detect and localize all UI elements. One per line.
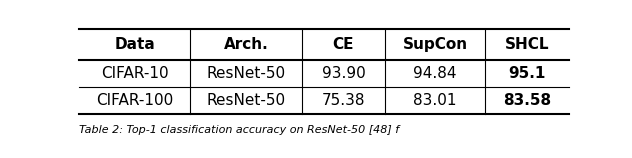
Text: CIFAR-10: CIFAR-10 [101,66,169,81]
Text: 94.84: 94.84 [413,66,457,81]
Text: SHCL: SHCL [505,37,549,52]
Text: 83.58: 83.58 [503,93,551,108]
Text: ResNet-50: ResNet-50 [207,66,286,81]
Text: 95.1: 95.1 [508,66,546,81]
Text: CE: CE [332,37,354,52]
Text: SupCon: SupCon [403,37,468,52]
Text: Table 2: Top-1 classification accuracy on ResNet-50 [48] f: Table 2: Top-1 classification accuracy o… [79,125,399,135]
Text: Arch.: Arch. [224,37,269,52]
Text: Data: Data [114,37,155,52]
Text: CIFAR-100: CIFAR-100 [96,93,173,108]
Text: 83.01: 83.01 [413,93,457,108]
Text: ResNet-50: ResNet-50 [207,93,286,108]
Text: 75.38: 75.38 [322,93,365,108]
Text: 93.90: 93.90 [322,66,365,81]
